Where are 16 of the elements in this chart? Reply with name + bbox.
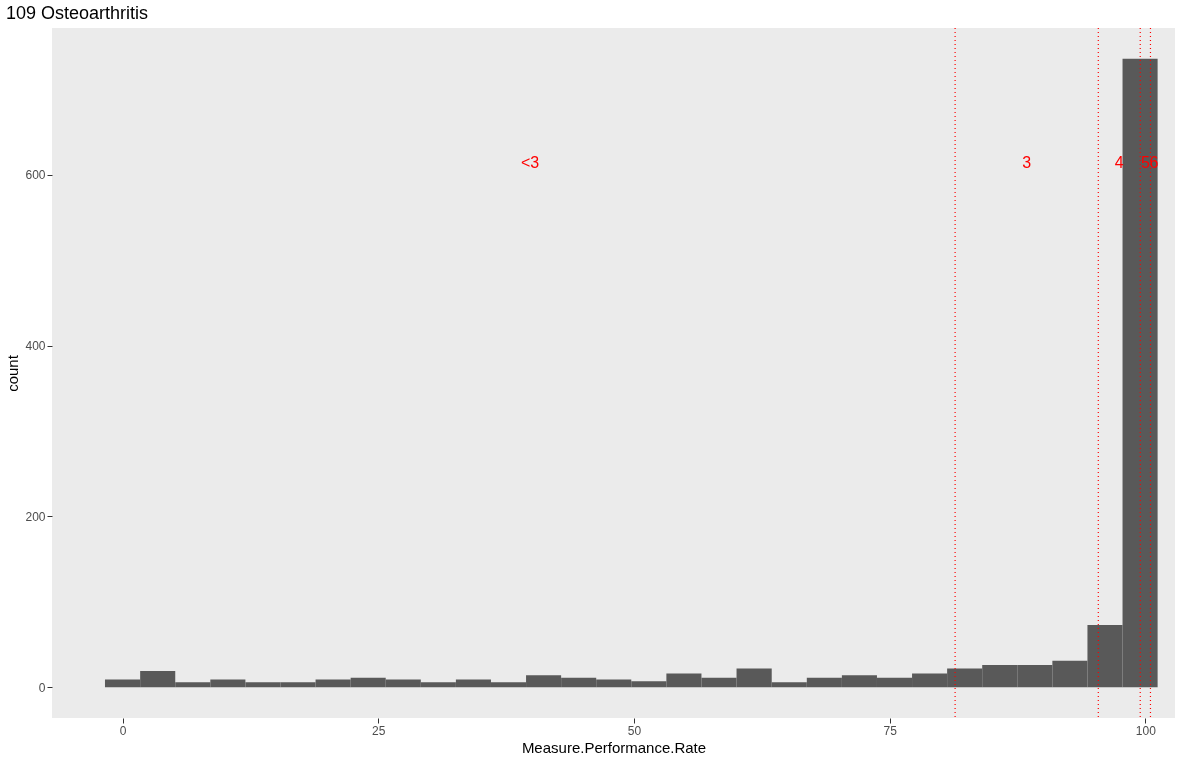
y-tick-label: 0: [38, 680, 46, 695]
y-tick-label: 400: [25, 339, 46, 354]
y-tick-label: 600: [25, 168, 46, 183]
x-axis-title: Measure.Performance.Rate: [521, 738, 707, 756]
annotation: <3: [520, 154, 540, 171]
annotation: 3: [1022, 154, 1032, 171]
y-tick-label: 200: [25, 509, 46, 524]
chart-title: 109 Osteoarthritis: [5, 3, 149, 24]
x-tick-label: 25: [372, 723, 386, 738]
x-tick-label: 50: [627, 723, 642, 738]
y-axis-title: count: [4, 354, 22, 392]
x-tick-label: 100: [1135, 723, 1157, 738]
x-tick-label: 0: [119, 723, 127, 738]
annotation: 6: [1149, 154, 1159, 171]
annotation: 5: [1140, 154, 1150, 171]
x-tick-label: 75: [883, 723, 898, 738]
